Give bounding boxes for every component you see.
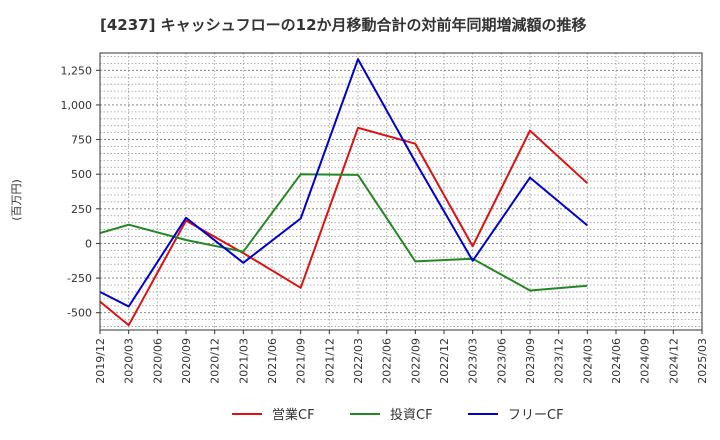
x-tick-label: 2023/06 xyxy=(495,338,508,384)
y-tick-label: -500 xyxy=(67,307,92,320)
x-tick-label: 2025/03 xyxy=(696,338,709,384)
series-line-1 xyxy=(99,126,588,327)
y-axis-label: (百万円) xyxy=(10,179,23,221)
x-tick-label: 2020/03 xyxy=(123,338,136,384)
plot-frame xyxy=(99,52,703,331)
y-axis-ticks: -500 -250 0 250 500 750 1,000 1,250 xyxy=(61,64,100,320)
x-tick-label: 2022/09 xyxy=(409,338,422,384)
y-tick-label: 250 xyxy=(71,203,92,216)
chart-title: [4237] キャッシュフローの12か月移動合計の対前年同期増減額の推移 xyxy=(100,16,587,34)
x-tick-label: 2020/12 xyxy=(209,338,222,384)
grid xyxy=(100,53,702,330)
x-tick-label: 2021/06 xyxy=(266,338,279,384)
x-tick-label: 2023/12 xyxy=(553,338,566,384)
y-tick-label: 1,000 xyxy=(61,99,93,112)
x-axis-ticks: 2019/12 2020/03 2020/06 2020/09 2020/12 2021/… xyxy=(94,330,709,384)
series-lines xyxy=(99,58,588,327)
series-line-3 xyxy=(99,58,588,308)
x-tick-label: 2023/03 xyxy=(467,338,480,384)
x-tick-label: 2021/03 xyxy=(237,338,250,384)
x-tick-label: 2021/09 xyxy=(295,338,308,384)
x-tick-label: 2023/09 xyxy=(524,338,537,384)
x-tick-label: 2019/12 xyxy=(94,338,107,384)
x-tick-label: 2022/06 xyxy=(381,338,394,384)
plot-border xyxy=(99,52,703,331)
legend: 営業CF 投資CF フリーCF xyxy=(232,407,564,423)
x-tick-label: 2022/03 xyxy=(352,338,365,384)
x-tick-label: 2020/09 xyxy=(180,338,193,384)
x-tick-label: 2020/06 xyxy=(151,338,164,384)
series-line-2 xyxy=(99,173,588,292)
y-tick-label: 0 xyxy=(85,237,92,250)
y-tick-label: -250 xyxy=(67,272,92,285)
x-tick-label: 2021/12 xyxy=(323,338,336,384)
x-tick-label: 2024/06 xyxy=(610,338,623,384)
y-tick-label: 1,250 xyxy=(61,64,93,77)
legend-label-1: 営業CF xyxy=(272,407,315,423)
y-tick-label: 500 xyxy=(71,168,92,181)
y-tick-label: 750 xyxy=(71,134,92,147)
x-tick-label: 2022/12 xyxy=(438,338,451,384)
legend-label-3: フリーCF xyxy=(508,408,564,423)
x-tick-label: 2024/03 xyxy=(581,338,594,384)
x-tick-label: 2024/09 xyxy=(639,338,652,384)
legend-label-2: 投資CF xyxy=(390,407,433,423)
x-tick-label: 2024/12 xyxy=(667,338,680,384)
